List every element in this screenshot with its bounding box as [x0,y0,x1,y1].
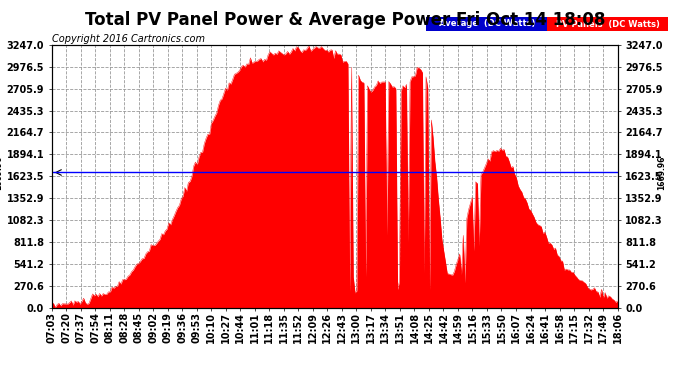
Text: PV Panels  (DC Watts): PV Panels (DC Watts) [555,20,660,28]
Text: Copyright 2016 Cartronics.com: Copyright 2016 Cartronics.com [52,34,205,44]
Text: Total PV Panel Power & Average Power Fri Oct 14 18:08: Total PV Panel Power & Average Power Fri… [85,11,605,29]
Text: 1669.96: 1669.96 [658,155,667,190]
Text: Average  (DC Watts): Average (DC Watts) [439,20,535,28]
Text: 1669.96: 1669.96 [0,155,3,190]
